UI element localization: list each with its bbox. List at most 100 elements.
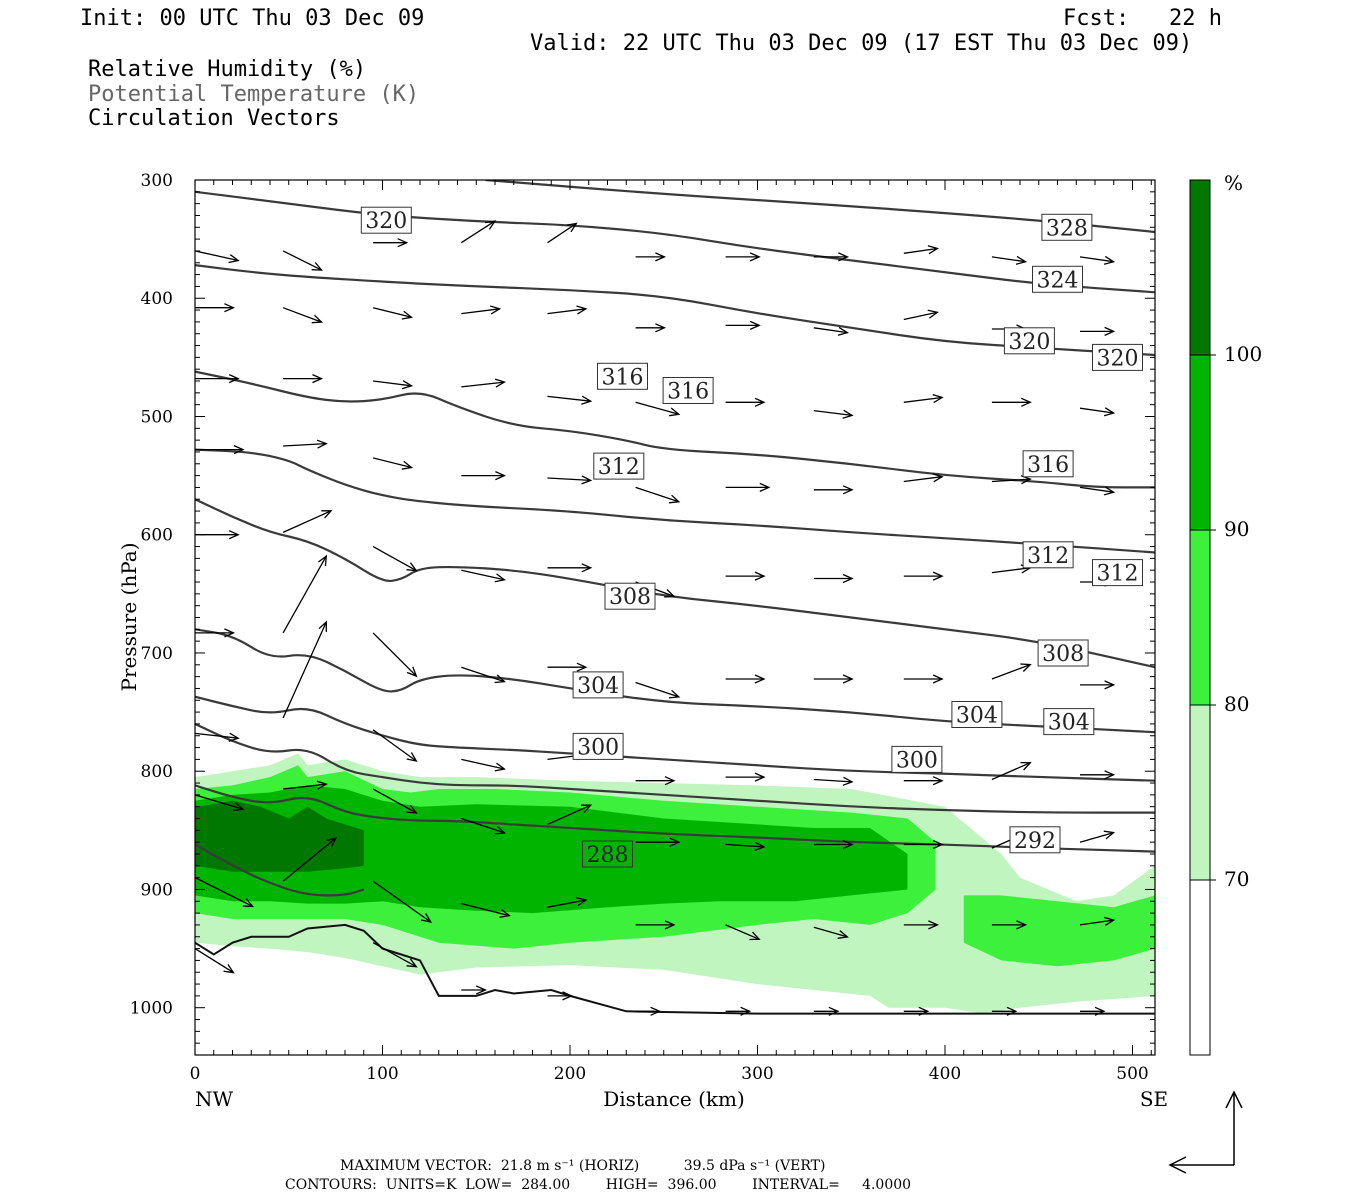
contour-label: 292 — [1009, 826, 1061, 854]
circulation-vector — [372, 942, 418, 968]
vector-head — [406, 562, 418, 572]
vector-shaft — [461, 902, 510, 917]
circulation-vector — [195, 732, 240, 742]
vector-head — [233, 802, 245, 812]
circulation-vector — [725, 772, 766, 782]
circulation-vector — [195, 374, 240, 384]
circulation-vector — [547, 305, 588, 315]
vector-head — [490, 305, 502, 315]
vector-head — [1094, 1006, 1106, 1016]
contour-label-text: 320 — [1008, 330, 1050, 355]
circulation-vector — [372, 307, 414, 320]
vector-head — [1015, 255, 1028, 265]
vector-shaft — [547, 222, 577, 244]
circulation-vector — [1080, 680, 1116, 690]
contour-label-box — [360, 206, 412, 234]
vector-head — [233, 445, 245, 455]
contour-label-text: 288 — [587, 843, 629, 868]
vector-shaft — [547, 899, 587, 908]
circulation-vector — [903, 571, 944, 581]
vector-head — [754, 841, 766, 852]
vector-head — [406, 804, 418, 814]
field-potential-temperature: Potential Temperature (K) — [88, 82, 420, 107]
vector-head — [242, 898, 255, 908]
circulation-vector — [460, 220, 497, 244]
vector-head — [228, 254, 240, 264]
vector-head — [837, 326, 849, 336]
vector-head — [754, 397, 766, 407]
vector-head — [842, 409, 854, 419]
vector-head — [650, 1006, 662, 1016]
circulation-vector — [991, 920, 1028, 930]
vector-head — [918, 1006, 930, 1016]
vector-shaft — [547, 308, 586, 315]
vector-head — [928, 920, 940, 930]
circulation-vector — [725, 1006, 752, 1016]
contour-label-text: 304 — [956, 704, 998, 729]
x-tick-label: 300 — [741, 1064, 773, 1084]
vector-shaft — [195, 732, 239, 739]
contour-label-text: 324 — [1037, 268, 1079, 293]
vector-shaft — [461, 308, 500, 315]
theta-contour-308 — [195, 498, 1155, 669]
theta-contours — [195, 180, 1155, 897]
vector-head — [932, 776, 944, 786]
contour-label-text: 304 — [1048, 711, 1090, 736]
circulation-vector — [372, 632, 418, 678]
circulation-vector — [813, 409, 854, 419]
vector-shaft — [461, 758, 505, 770]
vector-head — [499, 909, 511, 918]
vector-shaft — [813, 778, 853, 783]
vector-head — [664, 776, 676, 786]
circulation-vector — [461, 569, 506, 583]
vector-head — [401, 460, 414, 470]
contour-label: 324 — [1032, 265, 1083, 293]
vector-shaft — [372, 307, 412, 318]
circulation-vector — [635, 486, 681, 504]
vector-head — [476, 985, 487, 995]
vector-head — [664, 920, 676, 930]
vector-head — [494, 825, 506, 835]
right-end-label: SE — [1140, 1087, 1168, 1111]
terrain-line — [195, 923, 1155, 1015]
vector-head — [1104, 680, 1116, 690]
x-tick-label: 500 — [1116, 1064, 1148, 1084]
vector-shaft — [372, 729, 417, 762]
vector-shaft — [373, 380, 412, 387]
vector-head — [1103, 830, 1116, 840]
circulation-vector — [461, 985, 487, 995]
circulation-vector — [461, 305, 502, 315]
vector-shaft — [1079, 407, 1114, 414]
circulation-vector — [547, 395, 593, 405]
circulation-vector — [461, 817, 506, 835]
circulation-vector — [461, 471, 507, 481]
circulation-vector — [903, 839, 944, 850]
vector-head — [749, 252, 761, 262]
vector-head — [318, 554, 328, 566]
vector-shaft — [547, 395, 591, 402]
contour-label: 320 — [1092, 343, 1143, 371]
circulation-vector — [195, 250, 240, 264]
vector-head — [401, 310, 414, 320]
vector-head — [1016, 920, 1028, 930]
vector-shaft — [903, 476, 943, 483]
theta-contour-316 — [195, 370, 1155, 489]
circulation-vector — [725, 252, 761, 262]
circulation-vector — [903, 393, 944, 404]
contour-label-box — [662, 377, 714, 404]
vector-shaft — [991, 762, 1031, 781]
circulation-vector — [461, 902, 511, 918]
vector-shaft — [372, 880, 432, 923]
vector-shaft — [283, 442, 327, 447]
vector-shaft — [282, 307, 322, 323]
circulation-vector — [813, 326, 849, 336]
vector-shaft — [991, 567, 1031, 574]
vector-head — [495, 471, 507, 481]
circulation-vector — [1079, 407, 1116, 417]
vector-shaft — [372, 546, 417, 572]
vector-shaft — [991, 663, 1031, 680]
vector-head — [754, 772, 766, 782]
circulation-vector — [903, 245, 939, 255]
vector-shaft — [635, 486, 680, 503]
vector-head — [311, 262, 323, 271]
